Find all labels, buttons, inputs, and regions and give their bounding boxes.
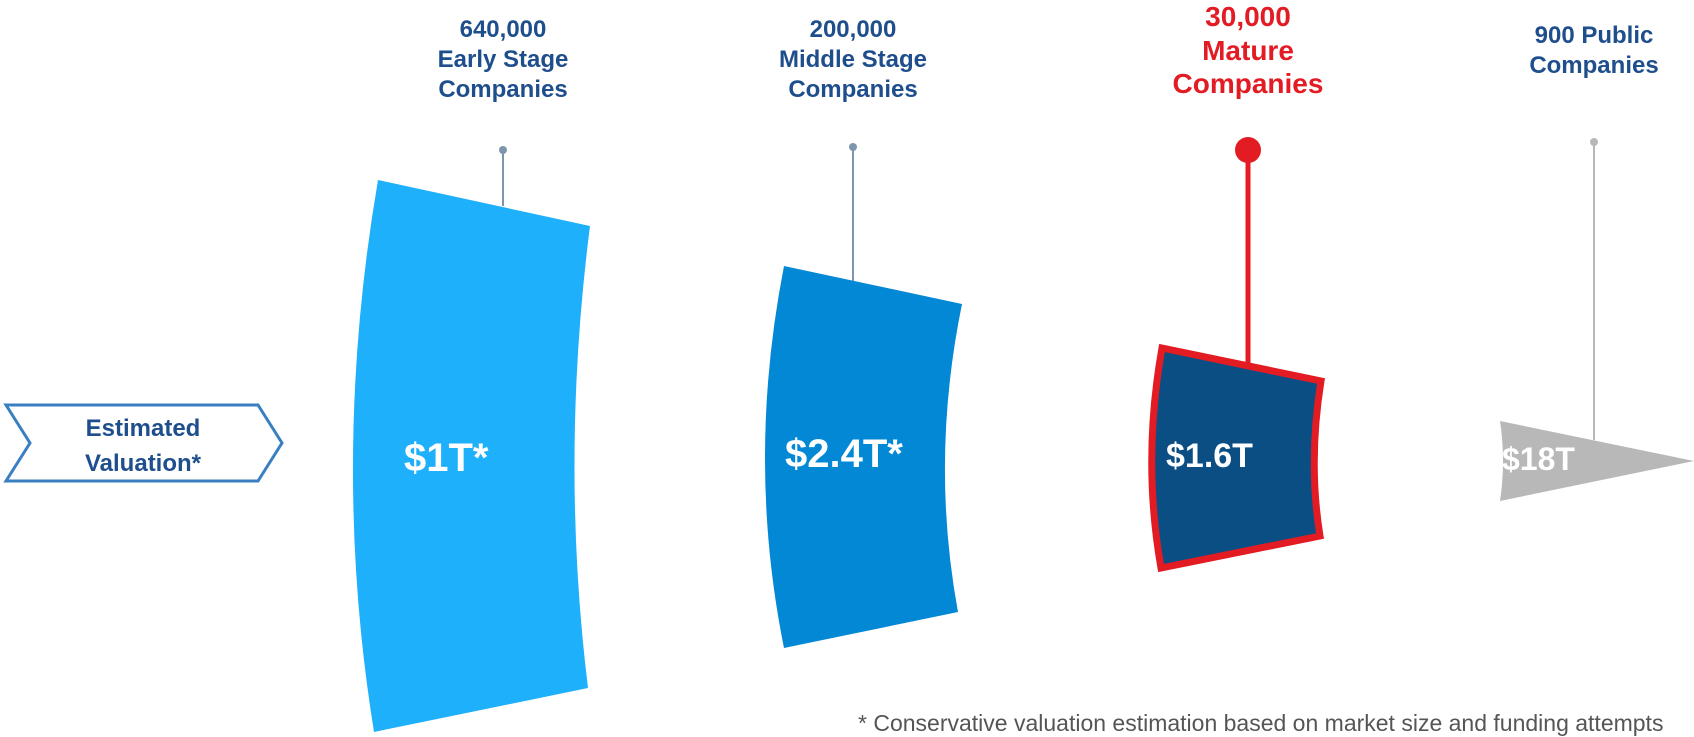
public-dot bbox=[1590, 138, 1598, 146]
public-shape bbox=[1500, 421, 1694, 501]
middle-stage-shape bbox=[765, 266, 962, 648]
early-stage-dot bbox=[499, 146, 507, 154]
estimated-valuation-label: Estimated Valuation* bbox=[38, 412, 248, 482]
middle-stage-line2: Middle Stage bbox=[778, 46, 928, 73]
middle-stage-line3: Companies bbox=[788, 76, 918, 103]
mature-shape bbox=[1148, 343, 1325, 573]
early-stage-shape bbox=[352, 180, 590, 732]
public-line2: Companies bbox=[1529, 52, 1659, 79]
public-value: $18T bbox=[1502, 441, 1575, 477]
early-stage-count: 640,000 bbox=[459, 16, 547, 43]
public-line1: 900 Public bbox=[1534, 22, 1654, 49]
footnote: * Conservative valuation estimation base… bbox=[858, 710, 1664, 736]
mature-line2: Mature bbox=[1202, 34, 1294, 66]
mature-label: 30,000 Mature Companies bbox=[1138, 0, 1358, 101]
early-stage-line3: Companies bbox=[438, 76, 568, 103]
mature-line3: Companies bbox=[1172, 68, 1324, 100]
estimated-valuation-arrow bbox=[3, 403, 284, 483]
middle-stage-value: $2.4T* bbox=[785, 432, 903, 476]
early-stage-value: $1T* bbox=[404, 436, 489, 480]
middle-stage-dot bbox=[849, 143, 857, 151]
middle-stage-label: 200,000 Middle Stage Companies bbox=[738, 15, 968, 105]
middle-stage-count: 200,000 bbox=[809, 16, 897, 43]
early-stage-label: 640,000 Early Stage Companies bbox=[393, 15, 613, 105]
mature-dot bbox=[1235, 137, 1261, 163]
public-label: 900 Public Companies bbox=[1494, 21, 1694, 81]
mature-value: $1.6T bbox=[1166, 437, 1253, 475]
early-stage-line2: Early Stage bbox=[437, 46, 569, 73]
estimated-valuation-line1: Estimated bbox=[85, 415, 201, 442]
mature-count: 30,000 bbox=[1205, 1, 1291, 32]
estimated-valuation-line2: Valuation* bbox=[84, 449, 202, 477]
